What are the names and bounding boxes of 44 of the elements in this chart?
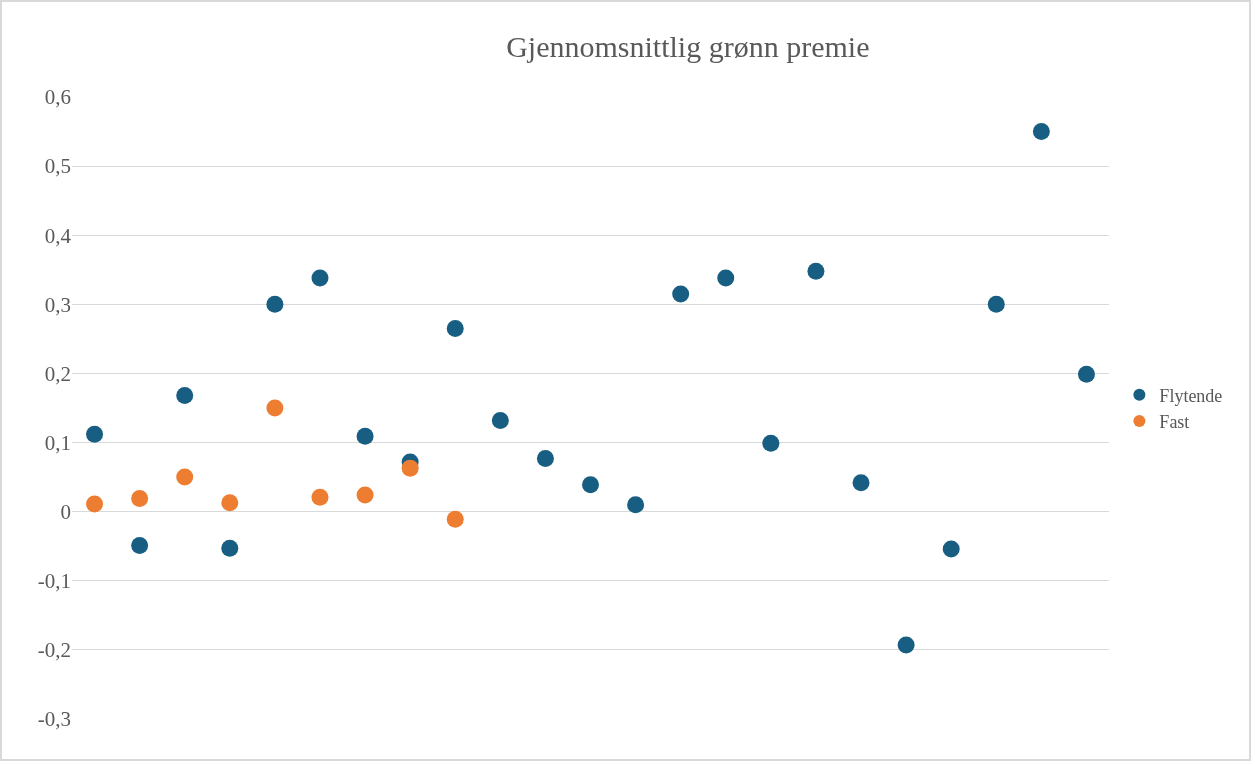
- point: [86, 425, 104, 443]
- point: [672, 285, 690, 303]
- point: [356, 427, 374, 445]
- y-tick-label: -0,3: [37, 707, 71, 732]
- point: [536, 449, 554, 467]
- y-tick-label: -0,1: [37, 569, 71, 594]
- point: [446, 510, 464, 528]
- point: [356, 486, 374, 504]
- point: [176, 468, 194, 486]
- point: [446, 320, 464, 338]
- point: [762, 434, 780, 452]
- point: [807, 262, 825, 280]
- point: [86, 495, 104, 513]
- point: [401, 459, 419, 477]
- point: [1077, 365, 1095, 383]
- chart-title: Gjennomsnittlig grønn premie: [506, 30, 870, 64]
- y-tick-label: 0,6: [44, 85, 71, 110]
- point: [221, 494, 239, 512]
- point: [942, 540, 960, 558]
- point: [627, 496, 645, 514]
- point: [266, 295, 284, 313]
- point: [131, 537, 149, 555]
- point: [897, 636, 915, 654]
- point: [852, 474, 870, 492]
- y-tick-label: -0,2: [37, 638, 71, 663]
- y-tick-label: 0,3: [44, 292, 71, 317]
- point: [266, 399, 284, 417]
- point: [1032, 123, 1050, 141]
- point: [176, 387, 194, 405]
- y-tick-label: 0: [60, 500, 71, 525]
- point: [131, 490, 149, 508]
- point: [311, 488, 329, 506]
- y-tick-label: 0,1: [44, 430, 71, 455]
- y-tick-label: 0,4: [44, 223, 72, 248]
- legend-label: Fast: [1159, 412, 1190, 433]
- point: [311, 269, 329, 287]
- y-tick-label: 0,5: [44, 154, 71, 179]
- point: [221, 539, 239, 557]
- point: [582, 476, 599, 494]
- point: [987, 295, 1005, 313]
- point: [717, 269, 735, 287]
- y-tick-label: 0,2: [44, 361, 71, 386]
- point: [491, 411, 509, 429]
- legend-label: Flytende: [1159, 385, 1223, 406]
